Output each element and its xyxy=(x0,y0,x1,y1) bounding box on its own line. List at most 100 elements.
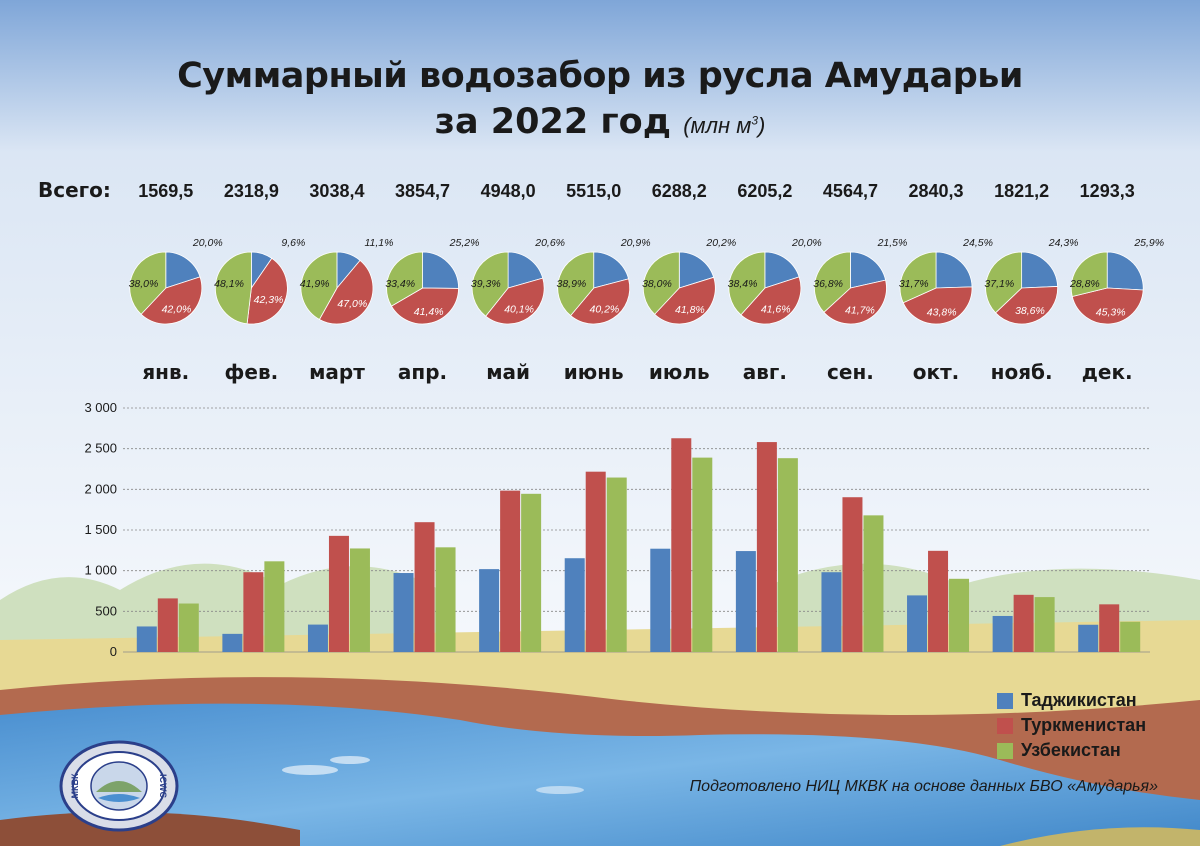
pie-label-uzbekistan: 48,1% xyxy=(214,278,244,290)
y-tick-label: 2 500 xyxy=(84,441,117,456)
pie-slice-uzbekistan xyxy=(899,251,937,304)
bar-turkmenistan xyxy=(842,497,863,652)
pie-label-uzbekistan: 38,0% xyxy=(642,278,672,290)
pie-chart: 21,5% 41,7% 36,8% xyxy=(813,237,907,325)
y-tick-label: 3 000 xyxy=(84,400,117,415)
pie-slice-turkmenistan xyxy=(823,279,887,325)
legend-swatch-tajikistan xyxy=(997,692,1013,709)
pie-label-turkmenistan: 42,3% xyxy=(254,294,284,306)
pie-slice-uzbekistan xyxy=(386,251,423,307)
pie-slice-tajikistan xyxy=(764,251,800,289)
pie-label-turkmenistan: 41,8% xyxy=(675,304,705,316)
pie-label-uzbekistan: 33,4% xyxy=(385,278,415,290)
pie-slice-turkmenistan xyxy=(318,259,374,325)
bar-uzbekistan xyxy=(692,457,713,652)
totals-label: Всего: xyxy=(38,178,111,202)
pie-slice-turkmenistan xyxy=(1071,287,1144,325)
month-label: нояб. xyxy=(990,360,1053,384)
pie-slice-turkmenistan xyxy=(485,277,545,325)
bar-uzbekistan xyxy=(264,561,285,652)
pie-chart: 11,1% 47,0% 41,9% xyxy=(300,237,393,325)
legend-item-uzbekistan: Узбекистан xyxy=(997,740,1121,762)
bar-chart: 0 500 1 000 1 500 2 000 2 500 3 000 xyxy=(84,400,1150,659)
pie-label-tajikistan: 25,9% xyxy=(1133,237,1164,249)
pie-label-turkmenistan: 42,0% xyxy=(162,304,192,316)
bar-tajikistan xyxy=(735,551,756,652)
total-value: 4564,7 xyxy=(822,181,878,201)
bar-uzbekistan xyxy=(435,547,456,652)
pie-slice-tajikistan xyxy=(422,251,459,289)
pie-label-tajikistan: 24,3% xyxy=(1048,237,1079,249)
pie-label-tajikistan: 25,2% xyxy=(449,237,480,249)
pie-label-uzbekistan: 31,7% xyxy=(899,278,929,290)
month-label: июль xyxy=(648,360,710,384)
chart-title-line2: за 2022 год (млн м3) xyxy=(0,102,1200,142)
total-value: 1821,2 xyxy=(994,181,1050,201)
month-label: сен. xyxy=(827,360,874,384)
total-value: 3854,7 xyxy=(395,181,451,201)
pie-label-tajikistan: 20,2% xyxy=(705,237,736,249)
chart-title-line1: Суммарный водозабор из русла Амударьи xyxy=(177,56,1023,96)
pie-slice-tajikistan xyxy=(1106,251,1144,291)
month-label: май xyxy=(486,360,531,384)
bar-uzbekistan xyxy=(949,578,970,652)
legend-item-turkmenistan: Туркменистан xyxy=(997,715,1146,737)
bar-uzbekistan xyxy=(349,548,370,652)
pie-label-turkmenistan: 47,0% xyxy=(337,298,367,310)
pie-label-turkmenistan: 40,2% xyxy=(589,304,619,316)
pie-slice-turkmenistan xyxy=(740,276,802,325)
bar-tajikistan xyxy=(650,548,671,652)
unit-label: (млн м3) xyxy=(683,113,765,138)
pie-chart: 25,2% 41,4% 33,4% xyxy=(385,237,480,325)
month-label: авг. xyxy=(742,360,787,384)
y-tick-label: 1 500 xyxy=(84,522,117,537)
pie-label-tajikistan: 20,9% xyxy=(620,237,651,249)
pie-slice-uzbekistan xyxy=(728,251,766,316)
pie-chart-row: 20,0% 42,0% 38,0% 9,6% 42,3% 48,1% 11,1% 47,0% 4… xyxy=(129,237,1164,325)
bar-tajikistan xyxy=(564,558,585,652)
pie-chart: 20,0% 42,0% 38,0% xyxy=(129,237,223,325)
pie-label-tajikistan: 20,0% xyxy=(192,237,223,249)
bar-turkmenistan xyxy=(928,550,949,652)
month-label: дек. xyxy=(1081,360,1133,384)
pie-slice-uzbekistan xyxy=(1070,251,1108,297)
legend-label-uzbekistan: Узбекистан xyxy=(1021,740,1121,760)
pie-label-turkmenistan: 38,6% xyxy=(1015,305,1045,317)
bar-turkmenistan xyxy=(671,438,692,652)
pie-label-tajikistan: 20,6% xyxy=(534,237,565,249)
pie-chart: 20,9% 40,2% 38,9% xyxy=(556,237,651,325)
pie-chart: 9,6% 42,3% 48,1% xyxy=(214,237,305,325)
bar-tajikistan xyxy=(222,633,243,652)
pie-chart: 20,0% 41,6% 38,4% xyxy=(728,237,822,325)
month-label: янв. xyxy=(142,360,190,384)
bar-turkmenistan xyxy=(414,522,435,652)
y-tick-label: 1 000 xyxy=(84,563,117,578)
bar-uzbekistan xyxy=(606,477,627,652)
unit-close: ) xyxy=(758,113,766,138)
pie-slice-uzbekistan xyxy=(985,251,1023,314)
total-value: 1293,3 xyxy=(1079,181,1135,201)
pie-label-turkmenistan: 43,8% xyxy=(927,306,957,318)
bar-turkmenistan xyxy=(756,442,777,652)
pie-label-turkmenistan: 45,3% xyxy=(1096,307,1126,319)
bar-tajikistan xyxy=(136,626,157,652)
total-value: 6205,2 xyxy=(737,181,793,201)
bar-tajikistan xyxy=(479,569,500,652)
pie-label-uzbekistan: 36,8% xyxy=(813,278,843,290)
pie-label-uzbekistan: 37,1% xyxy=(984,278,1014,290)
unit-text: (млн м xyxy=(683,113,752,138)
pie-chart: 24,5% 43,8% 31,7% xyxy=(899,237,993,325)
pie-slice-tajikistan xyxy=(165,251,201,289)
pie-label-uzbekistan: 38,4% xyxy=(728,278,758,290)
logo-left-text: МКВК xyxy=(70,773,80,798)
y-tick-label: 0 xyxy=(110,644,117,659)
pie-label-turkmenistan: 41,4% xyxy=(414,306,444,318)
pie-slice-tajikistan xyxy=(1021,251,1059,289)
pie-slice-uzbekistan xyxy=(300,251,338,320)
pie-chart: 24,3% 38,6% 37,1% xyxy=(984,237,1079,325)
pie-label-uzbekistan: 39,3% xyxy=(471,278,501,290)
legend-label-tajikistan: Таджикистан xyxy=(1021,690,1137,710)
pie-slice-uzbekistan xyxy=(215,251,252,325)
pie-chart: 20,6% 40,1% 39,3% xyxy=(471,237,565,325)
pie-label-turkmenistan: 41,7% xyxy=(845,305,875,317)
